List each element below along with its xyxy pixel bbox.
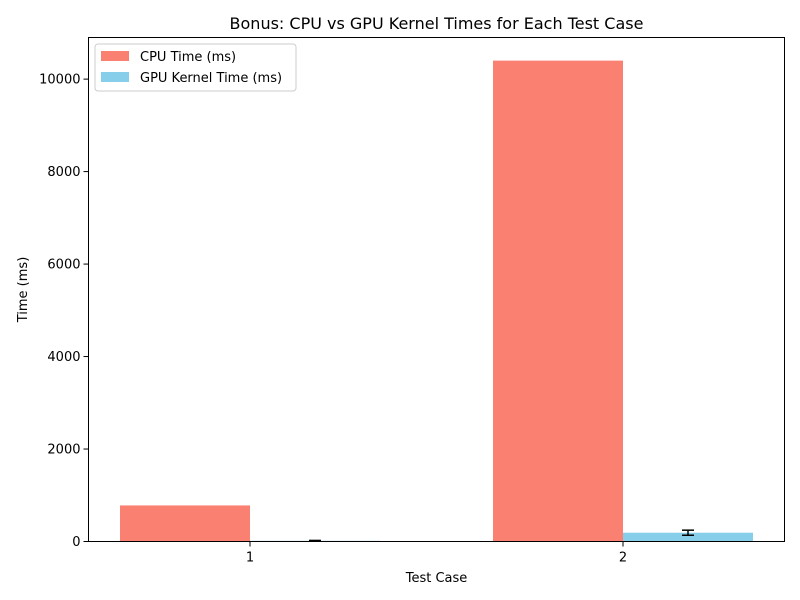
legend-label-cpu: CPU Time (ms) bbox=[140, 50, 236, 65]
plot-frame bbox=[88, 37, 785, 542]
chart-title: Bonus: CPU vs GPU Kernel Times for Each … bbox=[230, 14, 644, 33]
y-axis-label: Time (ms) bbox=[16, 257, 31, 324]
bar-cpu-case-1 bbox=[120, 505, 250, 542]
x-tick-label: 2 bbox=[619, 551, 627, 566]
legend: CPU Time (ms) GPU Kernel Time (ms) bbox=[94, 43, 297, 92]
legend-swatch-cpu bbox=[101, 51, 129, 61]
y-tick-label: 8000 bbox=[47, 165, 80, 180]
y-tick-label: 4000 bbox=[47, 350, 80, 365]
legend-box bbox=[94, 43, 297, 92]
y-tick-label: 0 bbox=[72, 535, 80, 550]
y-axis: 0 2000 4000 6000 8000 10000 bbox=[39, 73, 89, 550]
bars-group bbox=[120, 60, 753, 542]
error-bar-gpu-case-2 bbox=[682, 529, 694, 537]
bar-cpu-case-2 bbox=[493, 60, 623, 542]
y-tick-label: 10000 bbox=[39, 73, 80, 88]
y-tick-label: 2000 bbox=[47, 443, 80, 458]
legend-swatch-gpu bbox=[101, 72, 129, 82]
y-tick-label: 6000 bbox=[47, 258, 80, 273]
x-axis-label: Test Case bbox=[405, 571, 468, 586]
x-tick-label: 1 bbox=[246, 551, 254, 566]
legend-label-gpu: GPU Kernel Time (ms) bbox=[140, 71, 282, 86]
bar-gpu-case-2 bbox=[623, 532, 753, 542]
